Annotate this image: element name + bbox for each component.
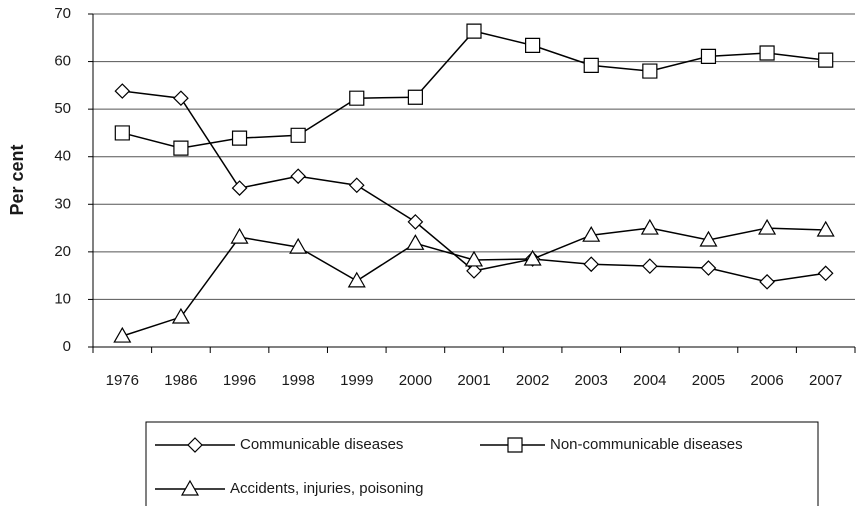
series-line: [122, 227, 826, 337]
square-marker: [407, 89, 423, 105]
diamond-marker: [114, 83, 131, 99]
x-tick-label: 2002: [516, 372, 549, 389]
x-tick-label: 1998: [281, 372, 314, 389]
triangle-marker: [171, 307, 190, 324]
triangle-marker: [640, 218, 659, 235]
series-line: [122, 30, 826, 149]
square-marker: [466, 23, 482, 39]
y-tick-label: 0: [63, 338, 71, 355]
diamond-marker: [817, 265, 834, 282]
legend-label: Non-communicable diseases: [550, 436, 743, 453]
x-tick-label: 2004: [633, 372, 666, 389]
triangle-marker: [230, 227, 249, 244]
diamond-marker: [231, 180, 248, 196]
diamond-marker: [348, 177, 365, 194]
x-tick-label: 1976: [106, 372, 139, 389]
diamond-marker: [700, 260, 717, 276]
triangle-marker: [464, 250, 484, 267]
triangle-marker: [699, 230, 718, 247]
triangle-marker: [180, 479, 200, 496]
square-marker: [642, 63, 658, 79]
square-marker: [818, 52, 834, 68]
triangle-marker: [758, 218, 777, 235]
legend-label: Accidents, injuries, poisoning: [230, 480, 423, 497]
x-tick-label: 2007: [809, 372, 842, 389]
x-tick-label: 1986: [164, 372, 197, 389]
y-tick-label: 10: [54, 290, 71, 307]
square-marker: [759, 45, 775, 61]
square-marker: [525, 37, 541, 53]
diamond-marker: [759, 273, 775, 290]
square-marker: [114, 125, 130, 141]
square-marker: [700, 48, 717, 64]
triangle-marker: [582, 225, 601, 242]
triangle-marker: [347, 271, 366, 288]
x-tick-label: 2006: [750, 372, 783, 389]
legend-label: Communicable diseases: [240, 436, 403, 453]
triangle-marker: [523, 249, 542, 266]
y-tick-label: 20: [54, 243, 71, 260]
y-tick-label: 50: [54, 100, 71, 117]
x-tick-label: 1996: [223, 372, 256, 389]
y-tick-label: 30: [54, 195, 71, 212]
x-tick-label: 2003: [575, 372, 608, 389]
legend-box: [145, 421, 819, 506]
diamond-marker: [187, 437, 203, 453]
x-tick-label: 2000: [399, 372, 432, 389]
triangle-marker: [113, 326, 132, 343]
y-axis-label: Per cent: [7, 144, 27, 215]
diamond-marker: [641, 258, 658, 274]
x-tick-label: 2001: [457, 372, 490, 389]
diamond-marker: [583, 256, 600, 273]
square-marker: [290, 127, 306, 143]
square-marker: [173, 140, 189, 156]
x-tick-label: 2005: [692, 372, 725, 389]
y-tick-label: 60: [54, 53, 71, 70]
y-tick-label: 70: [54, 5, 71, 22]
square-marker: [349, 90, 365, 106]
square-marker: [507, 437, 523, 453]
x-tick-label: 1999: [340, 372, 373, 389]
y-tick-label: 40: [54, 148, 71, 165]
triangle-marker: [289, 237, 308, 254]
diamond-marker: [466, 263, 482, 279]
square-marker: [231, 130, 248, 146]
diamond-marker: [407, 214, 424, 230]
square-marker: [583, 57, 599, 73]
diamond-marker: [290, 168, 307, 185]
triangle-marker: [816, 220, 835, 237]
triangle-marker: [406, 234, 425, 250]
diamond-marker: [173, 90, 189, 107]
